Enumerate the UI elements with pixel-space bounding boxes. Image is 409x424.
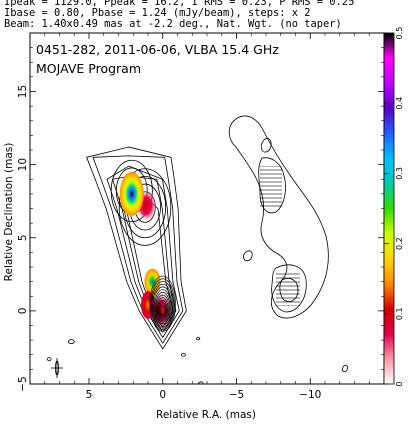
y-tick-label: 5 <box>17 234 29 241</box>
colorbar <box>383 32 395 385</box>
chart-title: 0451-282, 2011-06-06, VLBA 15.4 GHz <box>36 42 279 57</box>
polarization-region <box>144 268 161 295</box>
noise-contour <box>46 357 52 362</box>
core-contour <box>149 275 176 332</box>
x-tick-label: −5 <box>229 389 244 401</box>
colorbar-tick-label: 0.2 <box>395 237 404 250</box>
intensity-contour <box>106 165 180 338</box>
y-tick-label: 15 <box>17 85 29 98</box>
axis-tick-labels: 5 0 −5 −10 −5 0 5 10 15 <box>17 85 321 401</box>
core-contour <box>153 286 173 326</box>
core-contour <box>150 278 175 331</box>
pol-contour-inner-2 <box>260 138 272 153</box>
y-axis-label: Relative Declination (mas) <box>3 143 15 282</box>
y-tick-label: 0 <box>17 308 29 315</box>
left-map <box>46 146 201 362</box>
colorbar-tick-label: 0.4 <box>395 97 404 110</box>
knot-contour <box>110 159 153 223</box>
core-contour <box>159 302 167 317</box>
header-line-1: Ipeak = 1129.0, Ppeak = 16.2, I RMS = 0.… <box>4 0 355 8</box>
y-tick-label: −5 <box>17 376 29 391</box>
x-tick-label: 0 <box>159 389 166 401</box>
core-contour <box>157 297 169 320</box>
core-contour <box>156 294 170 322</box>
chart-subtitle: MOJAVE Program <box>36 61 141 76</box>
x-tick-label: −10 <box>299 389 321 401</box>
right-map <box>197 115 349 384</box>
noise-contour <box>67 339 75 344</box>
pol-contour-speck-2 <box>342 364 349 373</box>
y-tick-label: 10 <box>17 158 29 171</box>
pol-contour-blob <box>242 250 253 262</box>
pol-contour-speck-1 <box>197 381 204 384</box>
core-contour <box>160 305 166 316</box>
knot-contour <box>118 168 172 246</box>
noise-contour <box>196 337 201 341</box>
plot-frame <box>29 32 385 385</box>
pol-contour-outer <box>228 115 329 319</box>
colorbar-tick-label: 0.1 <box>395 307 404 320</box>
intensity-contour <box>92 155 184 344</box>
colorbar-tick-label: 0.5 <box>395 27 404 40</box>
evpa-hatch-upper <box>260 166 282 208</box>
intensity-contour <box>86 146 187 350</box>
core-contour <box>155 291 171 323</box>
x-tick-label: 5 <box>86 389 93 401</box>
pol-contour-inner-3 <box>271 264 307 313</box>
header-line-3: Beam: 1.40x0.49 mas at -2.2 deg., Nat. W… <box>4 18 342 30</box>
evpa-hatch-lower <box>276 272 300 306</box>
polarization-region <box>119 171 144 216</box>
noise-contour <box>180 352 186 357</box>
beam-marker <box>51 358 63 378</box>
core-contour <box>154 289 172 325</box>
core-contour <box>151 281 175 329</box>
colorbar-tick-label: 0.3 <box>395 167 404 180</box>
core-contour <box>152 283 174 328</box>
core-contours <box>149 275 176 332</box>
colorbar-ticks: 0 0.1 0.2 0.3 0.4 0.5 <box>384 27 404 387</box>
x-axis-label: Relative R.A. (mas) <box>156 409 256 421</box>
core-contour <box>158 300 168 319</box>
colorbar-tick-label: 0 <box>395 381 404 386</box>
header-line-2: Ibase = 0.80, Pbase = 1.24 (mJy/beam), s… <box>4 7 311 19</box>
axis-ticks <box>29 32 385 385</box>
